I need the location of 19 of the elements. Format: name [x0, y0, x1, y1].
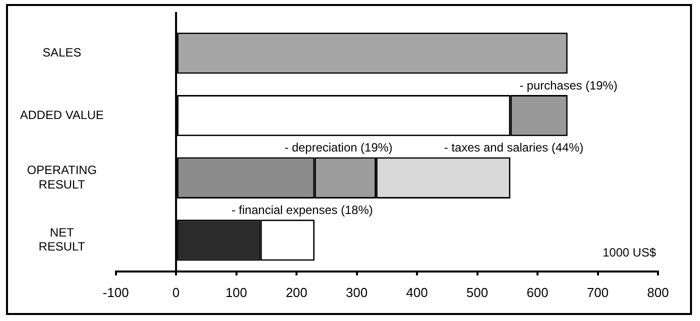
annotation: - financial expenses (18%): [231, 202, 373, 217]
x-tick-label: 100: [225, 284, 248, 300]
annotation: - purchases (19%): [519, 78, 618, 92]
y-tick-label: SALES: [42, 45, 82, 60]
x-tick-label: 400: [406, 284, 428, 300]
x-tick-label: -100: [102, 284, 129, 300]
x-tick-label: 800: [647, 284, 669, 300]
x-tick-label: 0: [172, 284, 180, 300]
annotation: - depreciation (19%): [284, 140, 393, 155]
x-tick-label: 200: [286, 284, 308, 300]
x-tick-label: 600: [526, 284, 548, 300]
y-tick-label: NET RESULT: [38, 225, 86, 254]
y-tick-label: OPERATING RESULT: [27, 162, 97, 192]
x-tick-label: 500: [466, 284, 488, 300]
annotation: - taxes and salaries (44%): [444, 140, 584, 155]
x-tick-label: 700: [586, 284, 609, 300]
x-tick-label: 300: [346, 284, 368, 300]
y-tick-label: ADDED VALUE: [20, 108, 104, 122]
x-axis-title: 1000 US$: [602, 246, 656, 260]
